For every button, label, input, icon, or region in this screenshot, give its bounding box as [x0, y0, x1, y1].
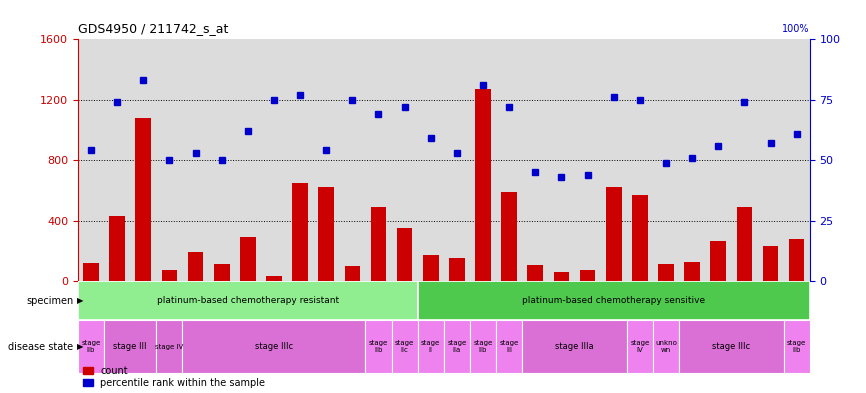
Bar [658, 264, 674, 281]
Bar [188, 252, 204, 281]
Bar [78, 320, 104, 373]
Bar [496, 320, 522, 373]
Bar [292, 183, 308, 281]
Text: stage
IV: stage IV [630, 340, 650, 353]
Text: stage III: stage III [113, 342, 147, 351]
Bar [365, 320, 391, 373]
Bar [679, 320, 784, 373]
Bar [183, 320, 365, 373]
Text: stage IIIc: stage IIIc [255, 342, 293, 351]
Bar [789, 239, 805, 281]
Bar [522, 320, 627, 373]
Text: unkno
wn: unkno wn [655, 340, 677, 353]
Bar [736, 207, 753, 281]
Text: stage
IIc: stage IIc [395, 340, 414, 353]
Bar [449, 257, 465, 281]
Text: GDS4950 / 211742_s_at: GDS4950 / 211742_s_at [78, 22, 229, 35]
Bar [266, 276, 281, 281]
Bar [83, 263, 99, 281]
Bar [527, 265, 543, 281]
Bar [632, 195, 648, 281]
Bar [417, 281, 810, 320]
Bar [109, 216, 125, 281]
Bar [627, 320, 653, 373]
Bar [162, 270, 178, 281]
Bar [763, 246, 779, 281]
Text: stage IV: stage IV [155, 344, 184, 350]
Bar [371, 207, 386, 281]
Bar [443, 320, 470, 373]
Bar [710, 241, 726, 281]
Bar [104, 320, 157, 373]
Text: stage
II: stage II [421, 340, 441, 353]
Bar [470, 320, 496, 373]
Bar [475, 89, 491, 281]
Bar [684, 262, 700, 281]
Text: stage IIIc: stage IIIc [712, 342, 750, 351]
Text: disease state: disease state [9, 342, 74, 352]
Text: specimen: specimen [26, 296, 74, 306]
Text: stage
IIb: stage IIb [474, 340, 493, 353]
Text: stage
IIa: stage IIa [447, 340, 467, 353]
Bar [579, 270, 596, 281]
Bar [240, 237, 255, 281]
Text: stage
IIb: stage IIb [81, 340, 100, 353]
Text: 100%: 100% [782, 24, 810, 35]
Bar [397, 228, 412, 281]
Bar [78, 281, 417, 320]
Bar [784, 320, 810, 373]
Text: stage
IIb: stage IIb [787, 340, 806, 353]
Text: stage
IIb: stage IIb [369, 340, 388, 353]
Bar [606, 187, 622, 281]
Text: platinum-based chemotherapy resistant: platinum-based chemotherapy resistant [157, 296, 339, 305]
Bar [553, 272, 569, 281]
Bar [214, 264, 229, 281]
Text: platinum-based chemotherapy sensitive: platinum-based chemotherapy sensitive [522, 296, 705, 305]
Bar [653, 320, 679, 373]
Bar [345, 266, 360, 281]
Text: stage
III: stage III [500, 340, 519, 353]
Legend: count, percentile rank within the sample: count, percentile rank within the sample [83, 366, 265, 388]
Text: ▶: ▶ [77, 342, 84, 351]
Bar [319, 187, 334, 281]
Bar [417, 320, 443, 373]
Bar [501, 192, 517, 281]
Bar [423, 255, 438, 281]
Bar [391, 320, 417, 373]
Bar [157, 320, 183, 373]
Text: ▶: ▶ [77, 296, 84, 305]
Text: stage IIIa: stage IIIa [555, 342, 594, 351]
Bar [135, 118, 151, 281]
